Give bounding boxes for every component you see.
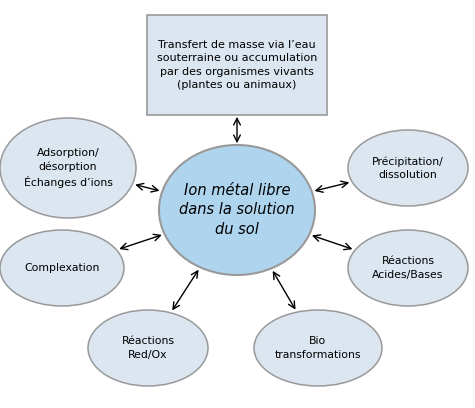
Text: Adsorption/
désorption
Échanges d’ions: Adsorption/ désorption Échanges d’ions bbox=[24, 148, 113, 188]
Text: Précipitation/
dissolution: Précipitation/ dissolution bbox=[372, 156, 444, 180]
Ellipse shape bbox=[348, 130, 468, 206]
Ellipse shape bbox=[88, 310, 208, 386]
Text: Bio
transformations: Bio transformations bbox=[275, 337, 361, 359]
FancyBboxPatch shape bbox=[147, 15, 327, 115]
Text: Transfert de masse via l’eau
souterraine ou accumulation
par des organismes viva: Transfert de masse via l’eau souterraine… bbox=[157, 40, 317, 90]
Text: Ion métal libre
dans la solution
du sol: Ion métal libre dans la solution du sol bbox=[179, 183, 295, 237]
Ellipse shape bbox=[0, 230, 124, 306]
Text: Réactions
Red/Ox: Réactions Red/Ox bbox=[122, 337, 174, 359]
Ellipse shape bbox=[159, 145, 315, 275]
Text: Réactions
Acides/Bases: Réactions Acides/Bases bbox=[372, 256, 444, 279]
Ellipse shape bbox=[348, 230, 468, 306]
Ellipse shape bbox=[254, 310, 382, 386]
Ellipse shape bbox=[0, 118, 136, 218]
Text: Complexation: Complexation bbox=[24, 263, 100, 273]
